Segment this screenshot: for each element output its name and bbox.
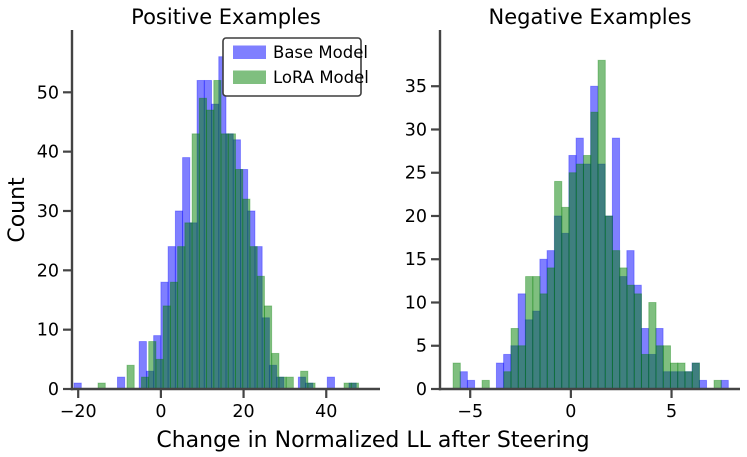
series-lora-model <box>452 59 722 390</box>
histogram-bar <box>162 305 171 390</box>
histogram-bar <box>117 376 126 390</box>
histogram-bar <box>300 370 309 390</box>
histogram-bar <box>677 362 686 390</box>
histogram-bar <box>264 305 273 390</box>
histogram-bar <box>235 168 244 390</box>
histogram-bar <box>126 364 135 390</box>
histogram-bar <box>256 275 265 390</box>
y-tick-label: 50 <box>37 83 59 103</box>
x-tick-label: 40 <box>315 402 337 422</box>
histogram-bar <box>633 293 642 390</box>
histogram-bar <box>590 111 599 390</box>
legend: Base Model LoRA Model <box>222 37 369 97</box>
y-tick-label: 5 <box>416 337 427 357</box>
histogram-bar <box>242 198 251 390</box>
y-tick-label: 40 <box>37 143 59 163</box>
histogram-bar <box>655 345 664 390</box>
histogram-bar <box>184 222 193 390</box>
histogram-bar <box>191 133 200 390</box>
histogram-bar <box>198 97 208 390</box>
x-tick-label: −20 <box>60 402 97 422</box>
histogram-bar <box>626 284 635 390</box>
legend-label-lora-model: LoRA Model <box>273 68 369 87</box>
histogram-bar <box>525 276 534 390</box>
histogram-bar <box>510 328 519 390</box>
histogram-bar <box>648 302 657 390</box>
x-tick-label: 0 <box>565 402 576 422</box>
y-tick-label: 30 <box>405 120 427 140</box>
histogram-bar <box>495 362 505 390</box>
histogram-bar <box>213 79 222 390</box>
y-tick-label: 0 <box>416 380 427 400</box>
histogram-bar <box>662 345 671 390</box>
y-tick-label: 35 <box>405 77 427 97</box>
x-tick-label: 5 <box>666 402 677 422</box>
legend-label-base-model: Base Model <box>273 43 368 62</box>
x-tick-label: −5 <box>457 402 483 422</box>
histogram-bar <box>532 276 541 390</box>
right-panel-title: Negative Examples <box>489 5 692 29</box>
histogram-bar <box>503 371 512 390</box>
x-axis-label: Change in Normalized LL after Steering <box>156 428 589 453</box>
histogram-bar <box>619 267 628 390</box>
histogram-bar <box>568 172 577 390</box>
histogram-bar <box>612 250 621 390</box>
legend-swatch-base-model <box>233 45 266 59</box>
histogram-bar <box>539 293 548 390</box>
histogram-bar <box>459 371 468 390</box>
histogram-bar <box>561 206 570 390</box>
histogram-bar <box>641 353 650 390</box>
y-tick-label: 30 <box>37 202 59 222</box>
histogram-bar <box>278 376 287 390</box>
histogram-bar <box>169 281 179 390</box>
x-tick-label: 0 <box>155 402 166 422</box>
histogram-bar <box>481 379 490 390</box>
histogram-bar <box>466 379 476 390</box>
histogram-bar <box>698 379 708 390</box>
histogram-bar <box>684 371 693 390</box>
histogram-bar <box>326 376 335 390</box>
y-tick-label: 15 <box>405 250 427 270</box>
histogram-bar <box>206 109 215 390</box>
y-tick-label: 20 <box>37 261 59 281</box>
histogram-bar <box>177 246 186 390</box>
y-tick-label: 0 <box>48 380 59 400</box>
y-tick-label: 10 <box>405 293 427 313</box>
right-panel: −5 0 5 0 5 10 15 20 25 30 35 <box>405 30 740 422</box>
histogram-bar <box>583 154 592 390</box>
histogram-bar <box>597 59 606 390</box>
histogram-bar <box>670 362 679 390</box>
y-tick-label: 20 <box>405 207 427 227</box>
histogram-bar <box>691 362 700 390</box>
histogram-bar <box>141 376 150 390</box>
y-tick-label: 10 <box>37 321 59 341</box>
histogram-bar <box>546 267 556 390</box>
histogram-bar <box>517 345 527 390</box>
histogram-bar <box>604 215 613 390</box>
histogram-bar <box>720 379 729 390</box>
x-tick-label: 20 <box>232 402 254 422</box>
series-lora-model <box>97 79 359 390</box>
histogram-bar <box>249 246 258 390</box>
histogram-bar <box>227 133 236 390</box>
y-axis-label: Count <box>5 177 30 243</box>
histogram-bar <box>271 352 280 390</box>
histogram-bar <box>713 379 722 390</box>
histogram-bar <box>554 180 563 390</box>
histogram-bar <box>575 163 585 390</box>
histogram-bar <box>155 358 164 390</box>
histogram-bar <box>452 362 461 390</box>
histogram-bar <box>148 341 157 390</box>
y-tick-label: 25 <box>405 164 427 184</box>
left-panel-title: Positive Examples <box>131 5 321 29</box>
histogram-bar <box>220 133 229 390</box>
histogram-bar <box>285 376 294 390</box>
legend-swatch-lora-model <box>233 70 266 84</box>
